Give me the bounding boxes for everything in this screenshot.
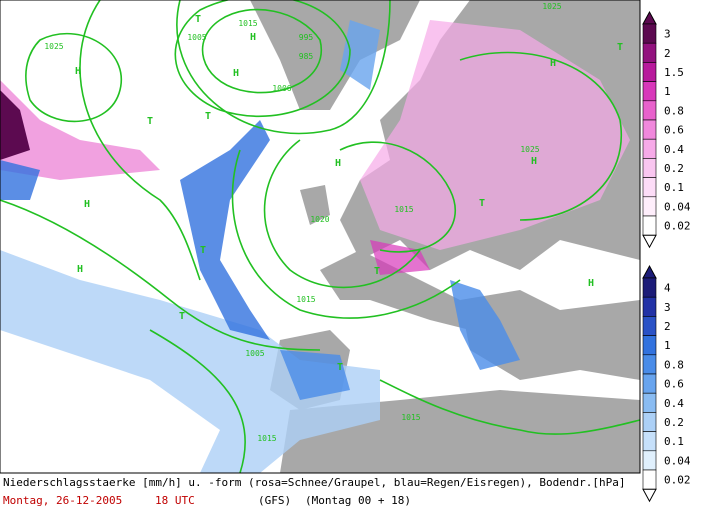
- caption-run: (Montag 00 + 18): [305, 494, 411, 507]
- pressure-label: T: [479, 198, 485, 209]
- colorbar-swatch: [642, 23, 657, 44]
- colorbar-swatch: [642, 158, 657, 178]
- pressure-label: H: [75, 66, 81, 77]
- pressure-label: 985: [299, 52, 314, 61]
- pressure-label: 995: [299, 33, 314, 42]
- colorbar-swatch: [642, 277, 657, 298]
- pressure-label: 1006: [272, 84, 291, 93]
- pressure-label: T: [200, 245, 206, 256]
- pressure-label: 1025: [542, 2, 561, 11]
- pressure-label: 1005: [187, 33, 206, 42]
- pressure-label: T: [195, 14, 201, 25]
- caption-box: [0, 473, 640, 513]
- colorbar-swatch: [642, 119, 657, 140]
- colorbar-label: 2: [664, 47, 671, 60]
- colorbar-label: 0.1: [664, 181, 684, 194]
- colorbar-swatch: [642, 138, 657, 159]
- colorbar-label: 3: [664, 301, 671, 314]
- colorbar-swatch: [642, 215, 657, 236]
- pressure-label: 1025: [44, 42, 63, 51]
- colorbar-swatch: [642, 431, 657, 452]
- colorbar-swatch: [642, 469, 657, 490]
- colorbar-label: 1: [664, 85, 671, 98]
- caption-model: (GFS): [258, 494, 291, 507]
- precip-snow: [0, 20, 630, 275]
- colorbar-swatch: [642, 373, 657, 394]
- pressure-label: H: [233, 68, 239, 79]
- colorbar-label: 4: [664, 282, 671, 295]
- pressure-label: H: [250, 32, 256, 43]
- pressure-label: T: [337, 362, 343, 373]
- colorbar-swatch: [642, 296, 657, 317]
- colorbar-arrow-bottom: [642, 234, 657, 249]
- pressure-label: T: [147, 116, 153, 127]
- colorbar-label: 0.8: [664, 104, 684, 117]
- colorbar-swatch: [642, 62, 657, 82]
- caption-time: 18 UTC: [155, 494, 195, 507]
- colorbar-swatch: [642, 81, 657, 102]
- pressure-label: H: [550, 58, 556, 69]
- pressure-label: T: [617, 42, 623, 53]
- pressure-label: 1015: [401, 413, 420, 422]
- caption-description: Niederschlagsstaerke [mm/h] u. -form (ro…: [3, 476, 626, 489]
- pressure-label: T: [374, 266, 380, 277]
- colorbar-label: 0.6: [664, 378, 684, 391]
- colorbar-swatch: [642, 42, 657, 63]
- colorbar-label: 0.02: [664, 474, 691, 487]
- colorbar-swatch: [642, 335, 657, 356]
- colorbar-label: 0.4: [664, 397, 684, 410]
- colorbar-swatch: [642, 392, 657, 413]
- pressure-label: 1015: [394, 205, 413, 214]
- caption-date: Montag, 26-12-2005: [3, 494, 122, 507]
- pressure-label: H: [588, 278, 594, 289]
- colorbar-swatch: [642, 100, 657, 121]
- colorbar-label: 0.2: [664, 416, 684, 429]
- pressure-label: T: [205, 111, 211, 122]
- colorbar-label: 1: [664, 339, 671, 352]
- colorbar-label: 3: [664, 28, 671, 41]
- pressure-label: T: [179, 311, 185, 322]
- colorbar-swatch: [642, 316, 657, 336]
- colorbar-swatch: [642, 450, 657, 471]
- legends: 3 2 1.5 1 0.8 0.6 0.4 0.2 0.1 0.04 0.02 4 3 2 1 0.8 0.6 0…: [642, 10, 691, 503]
- colorbar-swatch: [642, 412, 657, 432]
- pressure-label: H: [335, 158, 341, 169]
- pressure-label: 1005: [245, 349, 264, 358]
- colorbar-label: 0.2: [664, 162, 684, 175]
- colorbar-arrow-top: [642, 264, 657, 279]
- isobars: [0, 0, 641, 474]
- pressure-label: H: [531, 156, 537, 167]
- colorbar-swatch: [642, 354, 657, 375]
- colorbar-swatch: [642, 177, 657, 198]
- map-labels: H H H H H H H H H T T T T T T T T T 1015 1005 995 985 1025 1025…: [44, 2, 623, 443]
- precip-rain: [0, 20, 520, 473]
- colorbar-label: 2: [664, 320, 671, 333]
- colorbar-label: 0.8: [664, 358, 684, 371]
- pressure-label: 1015: [296, 295, 315, 304]
- colorbar-label: 0.04: [664, 454, 691, 467]
- colorbar-label: 0.04: [664, 200, 691, 213]
- colorbar-label: 1.5: [664, 66, 684, 79]
- colorbar-label: 0.4: [664, 143, 684, 156]
- pressure-label: 1020: [310, 215, 329, 224]
- pressure-label: 1025: [520, 145, 539, 154]
- colorbar-label: 0.02: [664, 220, 691, 233]
- colorbar-label: 0.1: [664, 435, 684, 448]
- colorbar-arrow-top: [642, 10, 657, 25]
- colorbar-swatch: [642, 196, 657, 217]
- pressure-label: H: [84, 199, 90, 210]
- pressure-label: 1015: [257, 434, 276, 443]
- pressure-label: H: [77, 264, 83, 275]
- colorbar-arrow-bottom: [642, 488, 657, 503]
- pressure-label: 1015: [238, 19, 257, 28]
- colorbar-label: 0.6: [664, 124, 684, 137]
